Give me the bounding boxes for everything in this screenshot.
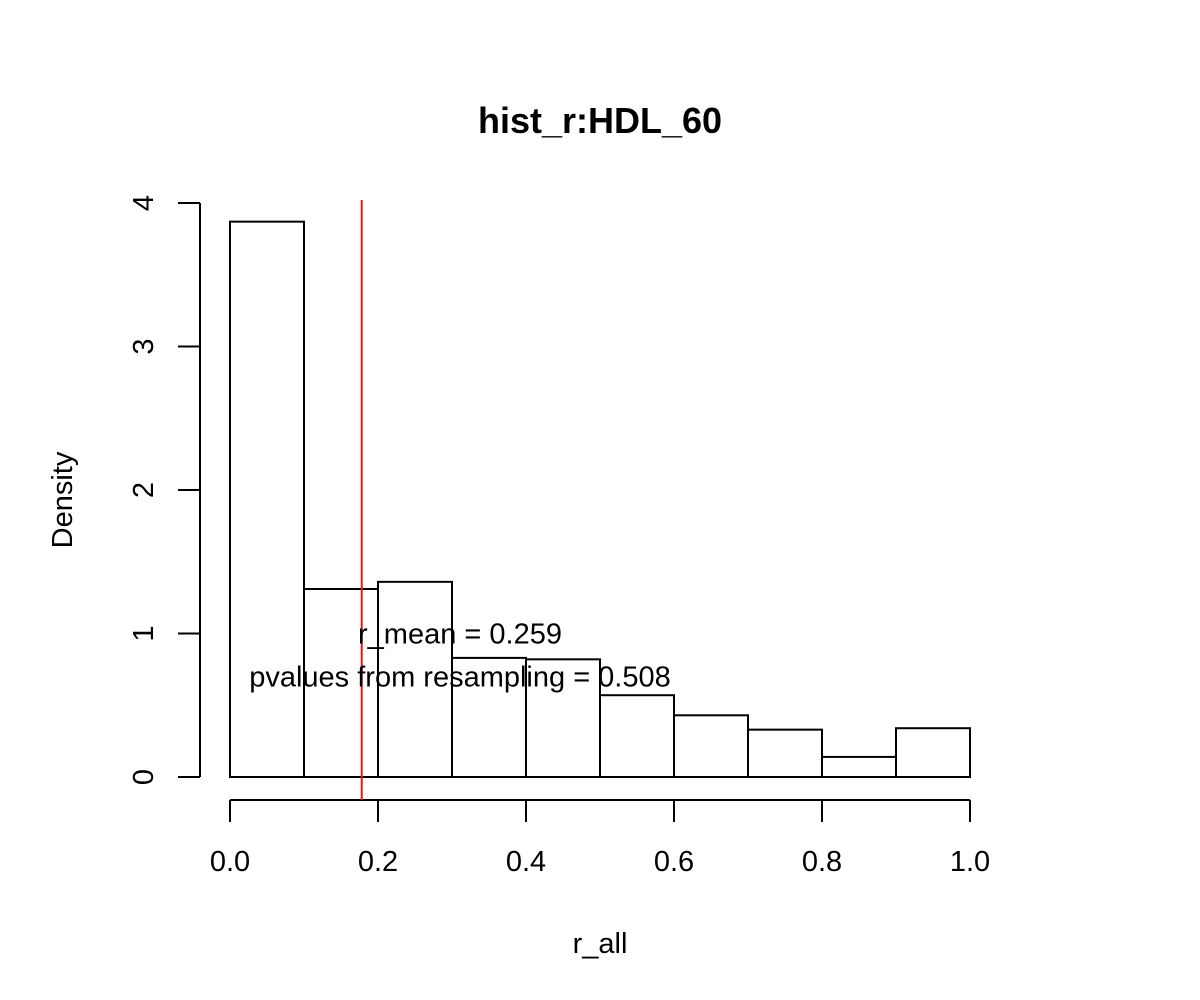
annotations-group: r_mean = 0.259 pvalues from resampling = … [249,619,671,694]
histogram-bar [821,755,897,778]
x-tick-label: 0.6 [654,846,694,878]
histogram-bar [229,220,305,778]
histogram-bar [599,694,675,779]
x-axis: 0.0 0.2 0.4 0.6 0.8 1.0 [210,799,990,878]
histogram-bar [303,588,379,779]
histogram-bar [673,714,749,778]
x-tick-label: 1.0 [950,846,990,878]
x-axis-label: r_all [573,928,628,960]
y-tick-label: 0 [128,769,160,785]
chart-title: hist_r:HDL_60 [478,100,722,141]
y-tick-label: 4 [128,195,160,211]
histogram-bar [377,580,453,779]
y-axis-label: Density [47,451,79,548]
y-tick-label: 2 [128,482,160,498]
x-tick-label: 0.4 [506,846,546,878]
annotation-text: pvalues from resampling = 0.508 [249,662,671,694]
bars-group [229,220,971,779]
histogram-bar [747,728,823,779]
y-tick-label: 3 [128,338,160,354]
y-tick-label: 1 [128,625,160,641]
x-tick-label: 0.0 [210,846,250,878]
y-axis: 0 1 2 3 4 [128,195,201,785]
annotation-text: r_mean = 0.259 [358,619,562,651]
histogram-bar [451,656,527,779]
x-tick-label: 0.2 [358,846,398,878]
x-tick-label: 0.8 [802,846,842,878]
histogram-bar [895,727,971,779]
